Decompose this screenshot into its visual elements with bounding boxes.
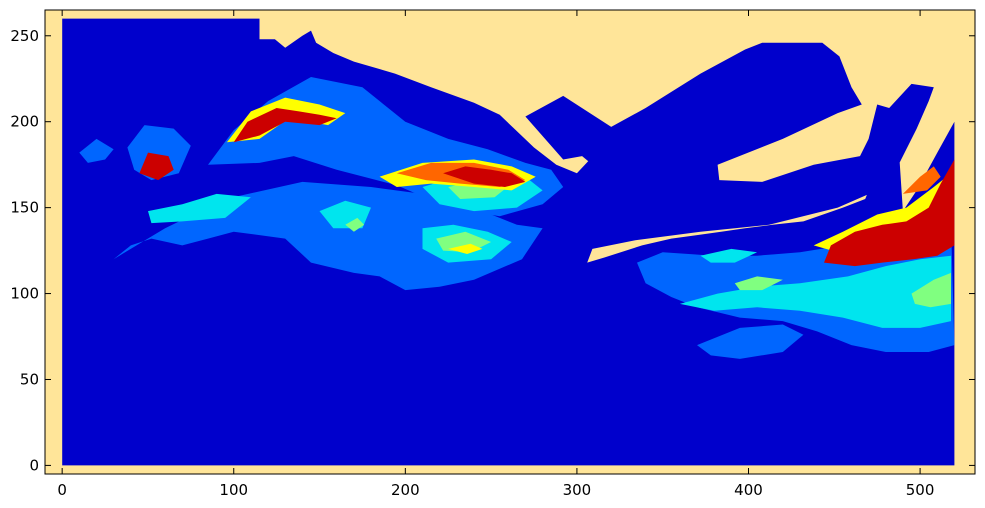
x-tick-label-400: 400: [734, 481, 763, 499]
contour-region-level-6-27: [824, 159, 955, 267]
contour-region-level-2-12: [679, 255, 951, 328]
contour-region-level-6-24: [233, 108, 337, 143]
contour-region-level-6-26: [139, 152, 174, 181]
y-tick-label-0: 0: [29, 456, 39, 474]
contour-region-level-3-15: [345, 217, 365, 232]
contour-region-level-3-18: [734, 276, 783, 291]
x-tick-label-300: 300: [563, 481, 592, 499]
y-tick-label-200: 200: [10, 113, 39, 131]
contour-region-level-2-13: [700, 248, 758, 263]
contour-region-level-2-8: [148, 193, 251, 224]
axes-frame: [44, 9, 976, 475]
y-tick-label-100: 100: [10, 285, 39, 303]
contour-region-level-4-19: [448, 243, 483, 254]
x-tick-label-500: 500: [906, 481, 935, 499]
contour-region-level-1-7: [697, 324, 804, 359]
y-tick-label-50: 50: [20, 370, 39, 388]
x-tick-label-200: 200: [391, 481, 420, 499]
contour-region-level-3-17: [911, 272, 951, 308]
contour-region-level-5-28: [902, 166, 941, 194]
y-tick-label-250: 250: [10, 27, 39, 45]
y-tick-label-150: 150: [10, 199, 39, 217]
x-tick-label-0: 0: [57, 481, 67, 499]
contour-region-level-6-25: [443, 166, 526, 187]
x-tick-label-100: 100: [219, 481, 248, 499]
contour-region-level-1-4: [79, 138, 114, 163]
plot-area: [45, 10, 975, 474]
axis-ticks: 0 100 200 300 400 500 0 50 100 150 200 250: [10, 10, 975, 499]
